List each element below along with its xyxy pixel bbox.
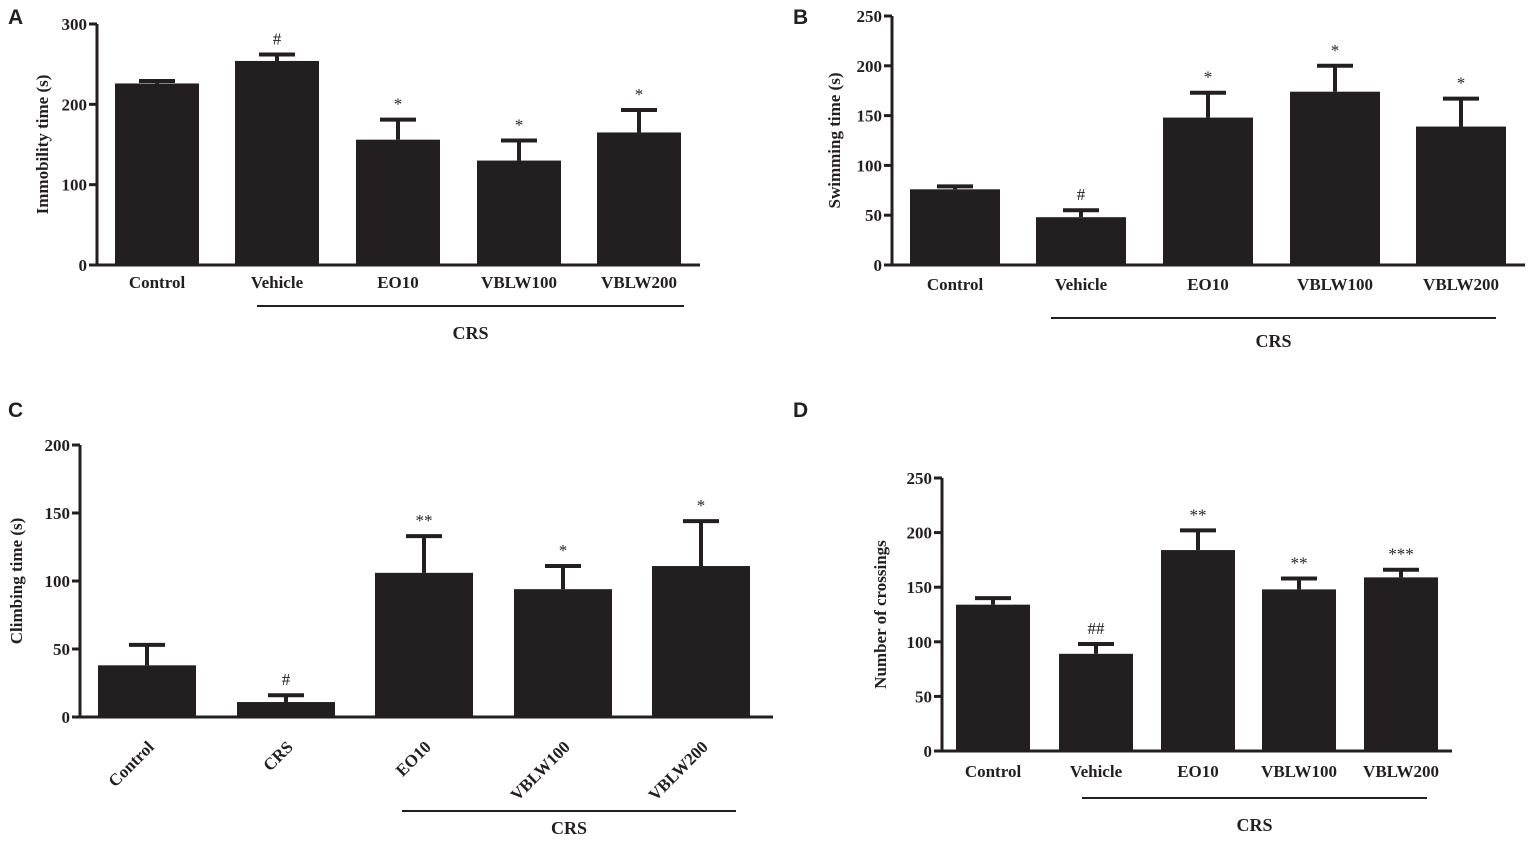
x-tick-label: Control [965,762,1022,781]
significance-marker: # [282,670,291,689]
panel-b-swimming-chart: B Control # Vehicle * EO10 * VBLW100 * VBLW200 0 50… [793,6,1525,351]
bar-vblw200 [1364,577,1438,751]
y-tick-label: 0 [874,256,883,275]
panel-letter: C [8,399,23,422]
group-label: CRS [452,323,488,343]
significance-marker: *** [1388,545,1414,564]
bar-crs [237,702,335,717]
panel-letter: A [8,6,23,29]
bar-vehicle [1059,653,1133,751]
x-tick-label: CRS [259,737,296,774]
x-tick-label: VBLW200 [1363,762,1439,781]
significance-marker: # [1077,185,1086,204]
y-tick-label: 200 [45,436,71,455]
bar-vblw200 [652,566,750,717]
significance-marker: * [1204,68,1213,87]
y-tick-label: 250 [857,7,883,26]
y-tick-label: 50 [53,640,70,659]
x-tick-label: EO10 [392,737,435,780]
y-tick-label: 50 [865,206,882,225]
y-tick-label: 100 [857,156,883,175]
x-tick-label: VBLW200 [645,737,712,804]
group-label: CRS [1255,331,1291,351]
y-tick-label: 0 [62,708,71,727]
bar-eo10 [1163,117,1253,265]
bar-vehicle [235,60,319,265]
bar-eo10 [1161,550,1235,751]
significance-marker: * [394,95,403,114]
x-tick-label: VBLW100 [1297,275,1373,294]
significance-marker: * [635,85,644,104]
y-axis-title: Number of crossings [871,540,890,689]
x-tick-label: Vehicle [251,273,304,292]
bar-vblw200 [1416,126,1506,265]
significance-marker: * [515,115,524,134]
bar-vehicle [1036,217,1126,265]
y-tick-label: 100 [62,176,88,195]
x-tick-label: Vehicle [1070,762,1123,781]
bar-control [115,83,199,266]
x-tick-label: VBLW100 [507,737,574,804]
group-label: CRS [551,818,587,838]
panel-letter: D [793,399,808,422]
bar-eo10 [356,139,440,265]
panel-letter: B [793,6,808,29]
bar-control [98,665,196,717]
bar-vblw100 [1262,589,1336,751]
y-tick-label: 250 [907,469,933,488]
y-tick-label: 300 [62,15,88,34]
significance-marker: * [697,496,706,515]
bar-eo10 [375,572,473,717]
group-label: CRS [1236,815,1272,835]
significance-marker: ** [1291,553,1308,572]
y-axis-title: Immobility time (s) [33,75,52,215]
y-tick-label: 150 [907,578,933,597]
x-tick-label: Control [129,273,186,292]
significance-marker: # [273,30,282,49]
panel-a-immobility-chart: A Control # Vehicle * EO10 * VBLW100 * VBLW200 0 10… [8,6,700,343]
significance-marker: * [1331,41,1340,60]
significance-marker: ## [1088,619,1106,638]
bar-vblw100 [477,160,561,265]
bar-control [956,604,1030,751]
panel-c-climbing-chart: C Control # CRS ** EO10 * VBLW100 * VBLW200 0 50 100… [7,399,773,838]
y-axis-title: Swimming time (s) [825,73,844,209]
y-tick-label: 200 [62,95,88,114]
bar-vblw100 [514,589,612,717]
bar-vblw200 [597,132,681,265]
x-tick-label: VBLW100 [1261,762,1337,781]
significance-marker: * [1457,74,1466,93]
significance-marker: * [559,541,568,560]
x-tick-label: EO10 [1187,275,1229,294]
panel-d-crossings-chart: D Control ## Vehicle ** EO10 ** VBLW100 *** VBLW2… [793,399,1452,835]
x-tick-label: VBLW200 [601,273,677,292]
y-tick-label: 200 [907,524,933,543]
y-tick-label: 50 [915,687,932,706]
x-tick-label: Vehicle [1055,275,1108,294]
x-tick-label: EO10 [1177,762,1219,781]
bar-control [910,189,1000,265]
x-tick-label: EO10 [377,273,419,292]
y-tick-label: 0 [924,742,933,761]
bar-vblw100 [1290,91,1380,265]
significance-marker: ** [1190,505,1207,524]
y-tick-label: 200 [857,57,883,76]
significance-marker: ** [416,511,433,530]
y-tick-label: 150 [857,107,883,126]
y-tick-label: 0 [79,256,88,275]
x-tick-label: Control [927,275,984,294]
y-tick-label: 100 [907,633,933,652]
x-tick-label: VBLW200 [1423,275,1499,294]
y-tick-label: 150 [45,504,71,523]
x-tick-label: Control [105,737,158,790]
y-tick-label: 100 [45,572,71,591]
y-axis-title: Climbing time (s) [7,518,26,645]
x-tick-label: VBLW100 [481,273,557,292]
